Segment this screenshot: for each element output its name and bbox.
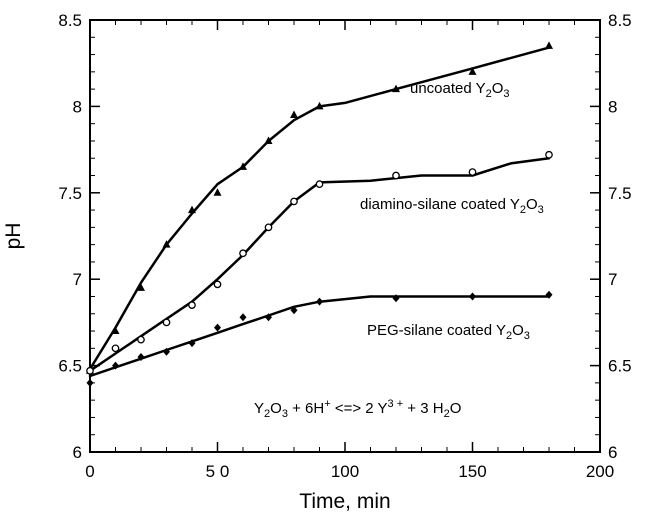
series-label-diamino-silane: diamino-silane coated Y2O3 xyxy=(360,196,544,216)
y-tick-label-left: 6 xyxy=(73,443,82,462)
data-point-peg-silane xyxy=(290,306,298,315)
series-curve-uncoated xyxy=(88,46,551,371)
data-point-diamino-silane xyxy=(264,223,273,232)
data-point-peg-silane xyxy=(188,339,196,348)
y-tick-label-right: 8 xyxy=(608,97,617,116)
tick-labels: 6 66.5 6.57 77.5 7.58 88.5 8.50 5 0 100 150 200 xyxy=(58,11,631,481)
y-axis-title: pH xyxy=(2,223,25,250)
data-point-diamino-silane xyxy=(188,301,196,309)
series-curve-peg-silane xyxy=(88,295,551,378)
data-point-diamino-silane xyxy=(545,150,553,159)
data-point-diamino-silane xyxy=(315,180,324,189)
y-tick-label-right: 7.5 xyxy=(608,184,632,203)
data-point-peg-silane xyxy=(214,323,221,332)
x-tick-label: 200 xyxy=(586,462,614,481)
x-tick-label: 0 xyxy=(85,462,94,481)
data-point-uncoated xyxy=(188,205,196,214)
plot-frame xyxy=(89,19,601,453)
series-markers xyxy=(86,41,553,387)
data-point-peg-silane xyxy=(469,292,476,301)
axis-ticks xyxy=(89,19,601,453)
data-point-peg-silane xyxy=(239,313,247,322)
y-tick-label-left: 7 xyxy=(73,270,82,289)
x-tick-label: 150 xyxy=(458,462,486,481)
data-point-uncoated xyxy=(137,283,145,291)
y-tick-label-left: 8.5 xyxy=(58,11,82,30)
data-point-peg-silane xyxy=(112,361,119,370)
data-point-peg-silane xyxy=(316,297,323,306)
data-point-diamino-silane xyxy=(392,171,400,180)
series-label-peg-silane: PEG-silane coated Y2O3 xyxy=(367,322,530,342)
data-point-uncoated xyxy=(468,67,477,75)
data-point-uncoated xyxy=(290,110,298,119)
data-point-diamino-silane xyxy=(111,344,120,353)
series-label-uncoated: uncoated Y2O3 xyxy=(410,80,510,100)
y-tick-label-left: 8 xyxy=(73,97,82,116)
data-point-uncoated xyxy=(315,101,324,110)
data-point-diamino-silane xyxy=(162,318,171,327)
data-point-peg-silane xyxy=(265,313,272,322)
y-tick-label-left: 6.5 xyxy=(58,357,82,376)
data-point-diamino-silane xyxy=(239,249,247,258)
data-point-peg-silane xyxy=(163,347,170,356)
data-point-uncoated xyxy=(239,162,247,170)
data-point-diamino-silane xyxy=(137,335,145,344)
x-tick-label: 100 xyxy=(331,462,359,481)
data-point-uncoated xyxy=(111,326,120,335)
data-point-diamino-silane xyxy=(86,366,94,375)
y-tick-label-right: 6 xyxy=(608,443,617,462)
data-point-peg-silane xyxy=(137,352,145,361)
data-point-diamino-silane xyxy=(290,197,298,206)
x-tick-label: 5 0 xyxy=(206,462,230,481)
data-point-peg-silane xyxy=(86,378,94,387)
data-point-uncoated xyxy=(162,240,171,248)
data-point-diamino-silane xyxy=(213,280,222,289)
reaction-equation: Y2O3 + 6H+ <=> 2 Y3 + + 3 H2O xyxy=(254,398,461,420)
data-point-peg-silane xyxy=(545,290,553,299)
data-point-peg-silane xyxy=(392,294,400,303)
data-point-diamino-silane xyxy=(468,168,477,176)
data-point-uncoated xyxy=(545,41,553,49)
y-tick-label-right: 8.5 xyxy=(608,11,632,30)
data-point-uncoated xyxy=(392,84,400,93)
y-tick-label-right: 7 xyxy=(608,270,617,289)
data-point-uncoated xyxy=(264,136,273,144)
data-point-uncoated xyxy=(213,188,222,196)
y-tick-label-left: 7.5 xyxy=(58,184,82,203)
y-tick-label-right: 6.5 xyxy=(608,357,632,376)
x-axis-title: Time, min xyxy=(299,490,390,513)
